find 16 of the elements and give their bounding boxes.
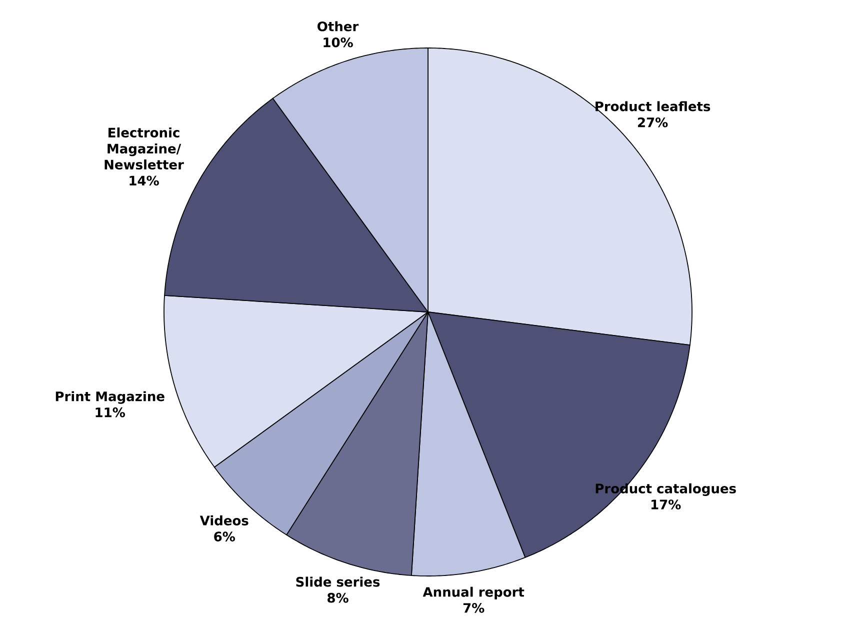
data-label: 27% [638, 117, 668, 128]
data-label: 7% [463, 603, 484, 613]
data-label: 11% [96, 407, 125, 418]
slice-label: Product leaflets [596, 101, 710, 112]
data-label: 6% [214, 532, 235, 542]
slice-label: Print Magazine [56, 391, 164, 404]
slice-label: Electronic Magazine/ Newsletter [104, 127, 184, 170]
slice-label: Product catalogues [596, 483, 736, 496]
data-label: 17% [652, 500, 681, 510]
data-label: 8% [328, 592, 348, 603]
slice-label: Other [318, 21, 359, 32]
slice-label: Annual report [422, 586, 524, 600]
data-label: 10% [324, 37, 353, 48]
data-label: 14% [130, 176, 159, 186]
slice-label: Slide series [296, 576, 380, 587]
slice-label: Videos [200, 515, 248, 526]
